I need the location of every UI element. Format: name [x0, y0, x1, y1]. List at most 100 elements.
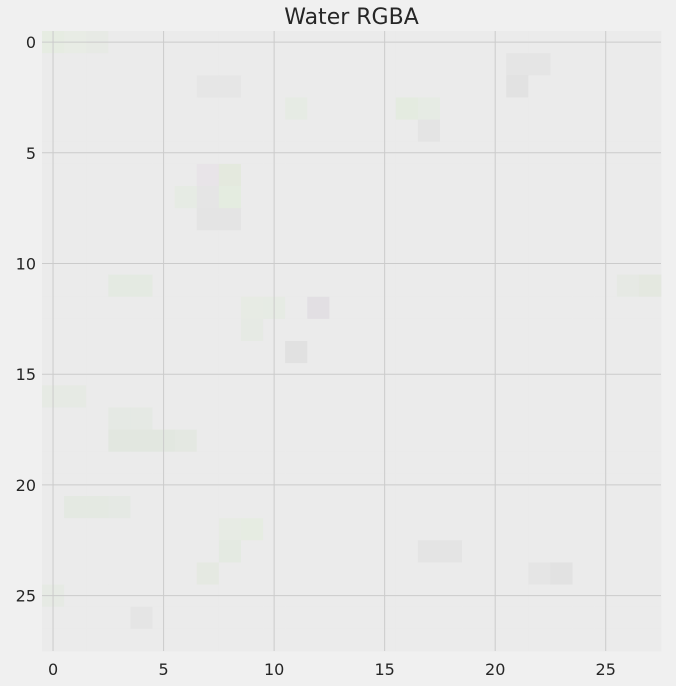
heatmap-cell	[462, 274, 485, 298]
heatmap-cell	[285, 296, 308, 320]
heatmap-cell	[616, 518, 640, 541]
heatmap-cell	[329, 274, 352, 298]
heatmap-cell	[395, 429, 419, 453]
heatmap-cell	[351, 296, 375, 320]
heatmap-cell	[196, 540, 220, 563]
heatmap-cell	[196, 496, 220, 519]
heatmap-cell	[462, 230, 485, 253]
heatmap-cell	[64, 97, 87, 120]
heatmap-cell	[616, 53, 640, 76]
heatmap-cell	[86, 274, 109, 298]
heatmap-cell	[285, 230, 308, 253]
heatmap-cell	[174, 296, 198, 320]
x-tick-label: 15	[374, 660, 394, 679]
heatmap-cell	[616, 385, 640, 408]
heatmap-cell	[550, 97, 573, 120]
heatmap-cell	[108, 186, 131, 209]
heatmap-cell	[329, 296, 352, 320]
heatmap-cell	[462, 75, 485, 98]
heatmap-cell	[329, 496, 352, 519]
heatmap-cell	[395, 230, 419, 253]
heatmap-cell	[307, 97, 330, 120]
heatmap-cell	[462, 540, 485, 563]
heatmap-cell	[174, 230, 198, 253]
heatmap-cell	[329, 53, 352, 76]
heatmap-cell	[64, 208, 87, 231]
heatmap-cell	[462, 562, 485, 585]
heatmap-cell	[307, 230, 330, 253]
heatmap-cell	[285, 163, 308, 187]
heatmap-cell	[439, 341, 463, 364]
heatmap-cell	[616, 562, 640, 585]
heatmap-cell	[638, 606, 662, 630]
heatmap-cell	[506, 163, 529, 187]
heatmap-cell	[86, 230, 109, 253]
heatmap-cell	[395, 296, 419, 320]
y-tick-label: 20	[16, 476, 36, 495]
heatmap-cell	[462, 97, 485, 120]
heatmap-cell	[439, 385, 463, 408]
heatmap-cell	[572, 518, 596, 541]
heatmap-cell	[285, 385, 308, 408]
y-tick-label: 5	[26, 144, 36, 163]
heatmap-cell	[572, 97, 596, 120]
heatmap-cell	[174, 208, 198, 231]
heatmap-cell	[439, 119, 463, 143]
heatmap-cell	[417, 496, 441, 519]
heatmap-cell	[616, 163, 640, 187]
heatmap-cell	[285, 562, 308, 585]
chart-title: Water RGBA	[284, 5, 419, 30]
heatmap-cell	[218, 451, 242, 475]
heatmap-cell	[174, 119, 198, 143]
heatmap-cell	[351, 97, 375, 120]
heatmap-cell	[174, 429, 198, 453]
heatmap-cell	[108, 208, 131, 231]
heatmap-cell	[395, 451, 419, 475]
heatmap-cell	[86, 385, 109, 408]
heatmap-cell	[240, 274, 264, 298]
heatmap-cell	[550, 186, 573, 209]
heatmap-cell	[417, 562, 441, 585]
heatmap-cell	[572, 429, 596, 453]
heatmap-cell	[240, 628, 264, 652]
heatmap-cell	[64, 518, 87, 541]
heatmap-cell	[174, 518, 198, 541]
heatmap-cell	[218, 496, 242, 519]
heatmap-cell	[130, 606, 153, 630]
heatmap-cell	[506, 562, 529, 585]
heatmap-cell	[572, 119, 596, 143]
heatmap-cell	[417, 318, 441, 342]
heatmap-cell	[572, 385, 596, 408]
heatmap-cell	[307, 75, 330, 98]
heatmap-cell	[108, 53, 131, 76]
heatmap-cell	[351, 562, 375, 585]
heatmap-cell	[64, 385, 87, 408]
heatmap-cell	[439, 429, 463, 453]
heatmap-cell	[528, 318, 551, 342]
heatmap-cell	[86, 75, 109, 98]
heatmap-cell	[86, 318, 109, 342]
heatmap-cell	[506, 496, 529, 519]
y-tick-label: 25	[16, 587, 36, 606]
heatmap-cell	[329, 518, 352, 541]
heatmap-cell	[638, 341, 662, 364]
heatmap-cell	[506, 97, 529, 120]
heatmap-cell	[329, 163, 352, 187]
heatmap-cell	[638, 407, 662, 430]
heatmap-cell	[174, 163, 198, 187]
heatmap-cell	[86, 341, 109, 364]
heatmap-cell	[351, 628, 375, 652]
heatmap-cell	[462, 318, 485, 342]
heatmap-cell	[572, 407, 596, 430]
heatmap-cell	[439, 163, 463, 187]
heatmap-cell	[616, 429, 640, 453]
heatmap-cell	[130, 230, 153, 253]
heatmap-cell	[506, 407, 529, 430]
heatmap-cell	[550, 407, 573, 430]
heatmap-cell	[395, 518, 419, 541]
heatmap-cell	[439, 451, 463, 475]
heatmap-cell	[506, 385, 529, 408]
heatmap-cell	[307, 606, 330, 630]
heatmap-cell	[439, 230, 463, 253]
